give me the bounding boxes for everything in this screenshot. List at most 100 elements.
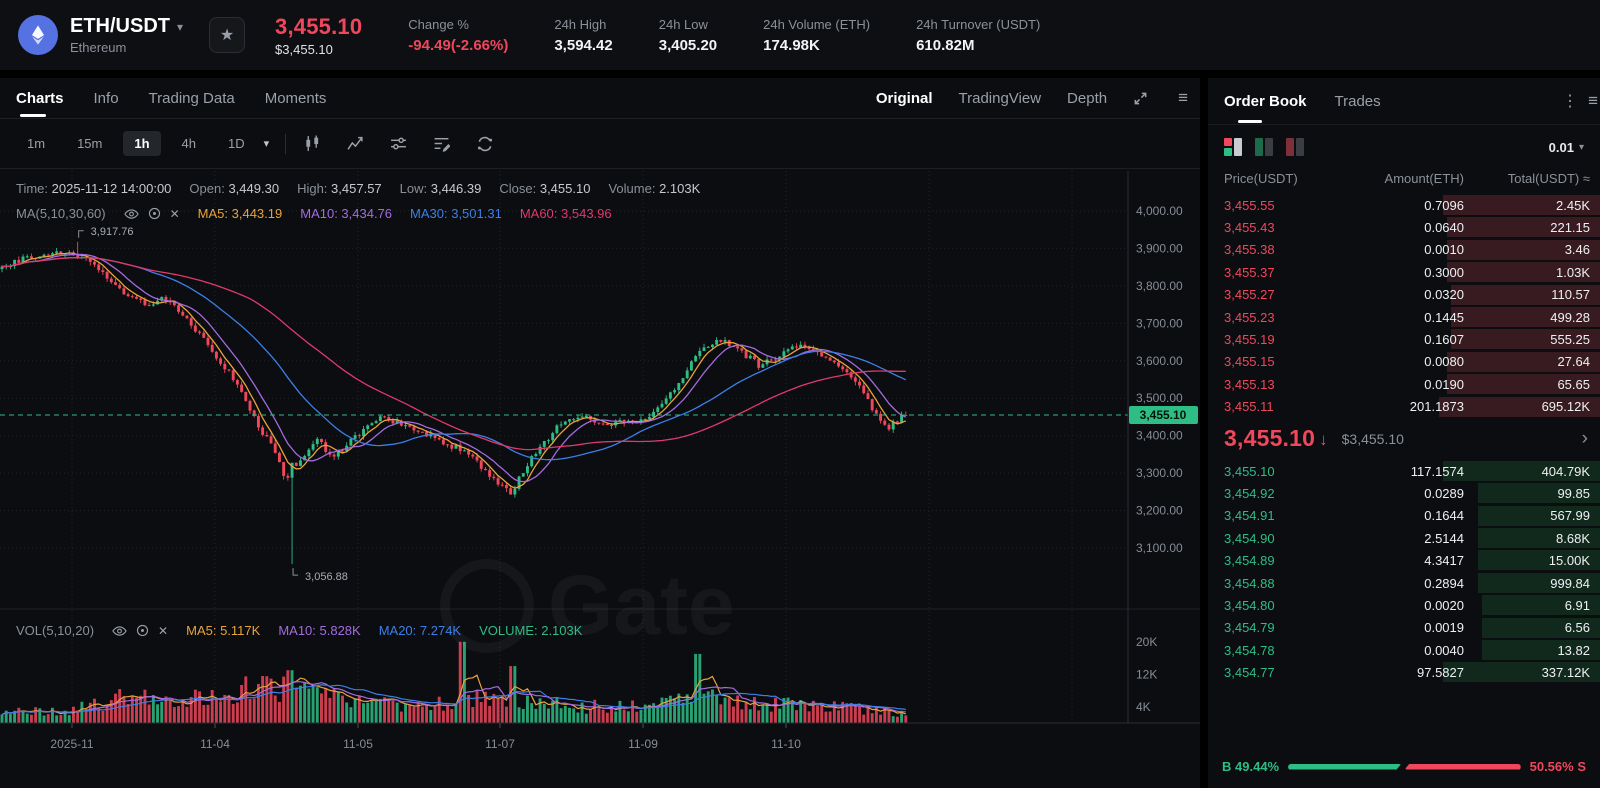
mid-price-row[interactable]: 3,455.10 ↓ $3,455.10 › xyxy=(1208,420,1600,458)
stat-24h-high: 24h High 3,594.42 xyxy=(554,17,612,54)
ob-price: 3,455.43 xyxy=(1224,220,1275,236)
ohlc-item: High: 3,457.57 xyxy=(297,181,382,196)
bid-row[interactable]: 3,454.77 97.5827 337.12K xyxy=(1208,661,1600,683)
pair-dropdown-icon[interactable]: ▾ xyxy=(177,19,184,34)
order-book-controls: 0.01 ▾ xyxy=(1208,125,1600,169)
ob-amount: 117.1574 xyxy=(1410,463,1464,479)
depth-bar xyxy=(1482,595,1600,616)
timeframe-1m[interactable]: 1m xyxy=(27,136,46,151)
tab-moments[interactable]: Moments xyxy=(264,89,327,107)
ob-amount: 0.0289 xyxy=(1424,485,1464,501)
view-tab-depth[interactable]: Depth xyxy=(1067,89,1108,107)
bid-row[interactable]: 3,454.90 2.5144 8.68K xyxy=(1208,527,1600,549)
indicators-edit-icon[interactable] xyxy=(433,135,451,152)
ob-amount: 0.2894 xyxy=(1424,575,1464,591)
depth-bar xyxy=(1478,572,1600,593)
stat-value: 3,594.42 xyxy=(554,36,613,54)
close-indicator-icon[interactable]: ✕ xyxy=(158,623,169,638)
svg-text:3,600.00: 3,600.00 xyxy=(1136,354,1183,368)
timeframe-4h[interactable]: 4h xyxy=(181,136,196,151)
ask-row[interactable]: 3,455.23 0.1445 499.28 xyxy=(1208,306,1600,328)
buy-ratio-label: B 49.44% xyxy=(1222,759,1280,774)
ask-row[interactable]: 3,455.43 0.0640 221.15 xyxy=(1208,216,1600,238)
chart-panel-menu-icon[interactable]: ≡ xyxy=(1178,88,1188,107)
ask-row[interactable]: 3,455.15 0.0080 27.64 xyxy=(1208,351,1600,373)
ratio-bar xyxy=(1288,763,1521,770)
depth-bar xyxy=(1447,239,1600,260)
settings-sliders-icon[interactable] xyxy=(390,135,407,152)
bid-row[interactable]: 3,454.78 0.0040 13.82 xyxy=(1208,639,1600,661)
col-total: Total(USDT) ≈ xyxy=(1507,171,1590,186)
depth-bar xyxy=(1443,662,1600,683)
ob-price: 3,454.77 xyxy=(1224,665,1275,681)
price-chart[interactable]: 4,000.00 3,900.00 3,800.00 3,700.00 3,600.00… xyxy=(0,171,1200,788)
svg-text:11-07: 11-07 xyxy=(485,737,515,751)
bid-row[interactable]: 3,454.89 4.3417 15.00K xyxy=(1208,549,1600,571)
order-book-menu-icon[interactable]: ⋮ xyxy=(1562,93,1579,110)
bid-row[interactable]: 3,455.10 117.1574 404.79K xyxy=(1208,460,1600,482)
bid-row[interactable]: 3,454.79 0.0019 6.56 xyxy=(1208,617,1600,639)
last-price-usd: $3,455.10 xyxy=(275,41,333,57)
timeframe-15m[interactable]: 15m xyxy=(77,136,103,151)
eye-icon[interactable] xyxy=(112,625,127,637)
view-tab-tradingview[interactable]: TradingView xyxy=(958,89,1042,107)
ohlc-item: Close: 3,455.10 xyxy=(499,181,591,196)
pair-selector[interactable]: ETH/USDT ▾ Ethereum xyxy=(18,15,183,55)
ohlc-item: Volume: 2.103K xyxy=(608,181,701,196)
ask-row[interactable]: 3,455.37 0.3000 1.03K xyxy=(1208,261,1600,283)
tab-charts[interactable]: Charts xyxy=(16,80,64,117)
ask-row[interactable]: 3,455.27 0.0320 110.57 xyxy=(1208,284,1600,306)
ask-row[interactable]: 3,455.11 201.1873 695.12K xyxy=(1208,396,1600,418)
ob-total: 6.56 xyxy=(1564,620,1590,636)
order-book-tabs: Order Book Trades ⋮ ≡ xyxy=(1208,78,1600,125)
close-indicator-icon[interactable]: ✕ xyxy=(169,206,180,221)
book-mode-asks-icon[interactable] xyxy=(1286,138,1304,156)
ma-readout: MA(5,10,30,60) ✕ MA5: 3,443.19 MA10: 3,434.… xyxy=(16,206,612,221)
settings-target-icon[interactable] xyxy=(148,207,161,220)
ask-row[interactable]: 3,455.38 0.0010 3.46 xyxy=(1208,239,1600,261)
ob-total: 999.84 xyxy=(1550,575,1590,591)
stat-label: 24h Volume (ETH) xyxy=(763,16,871,32)
timeframe-1h[interactable]: 1h xyxy=(123,131,161,156)
ob-price: 3,455.15 xyxy=(1224,354,1275,370)
compare-loop-icon[interactable] xyxy=(476,135,494,153)
order-book-tab-order-book[interactable]: Order Book xyxy=(1224,80,1307,123)
tab-trading-data[interactable]: Trading Data xyxy=(148,89,235,107)
book-mode-both-icon[interactable] xyxy=(1224,138,1242,156)
settings-target-icon[interactable] xyxy=(136,624,149,637)
ob-total: 2.45K xyxy=(1556,197,1590,213)
tab-info[interactable]: Info xyxy=(93,89,119,107)
bid-row[interactable]: 3,454.80 0.0020 6.91 xyxy=(1208,594,1600,616)
order-book-column-headers: Price(USDT) Amount(ETH) Total(USDT) ≈ xyxy=(1208,169,1600,194)
ob-total: 8.68K xyxy=(1556,530,1590,546)
candlestick-style-icon[interactable] xyxy=(304,135,321,152)
ask-row[interactable]: 3,455.19 0.1607 555.25 xyxy=(1208,328,1600,350)
panel-layout-menu-icon[interactable]: ≡ xyxy=(1588,91,1598,110)
fullscreen-icon[interactable] xyxy=(1133,91,1148,106)
line-chart-style-icon[interactable] xyxy=(347,135,364,152)
ask-row[interactable]: 3,455.13 0.0190 65.65 xyxy=(1208,373,1600,395)
ob-price: 3,455.10 xyxy=(1224,463,1275,479)
order-book-panel: Order Book Trades ⋮ ≡ 0.01 ▾ Price(US xyxy=(1208,78,1600,788)
ob-total: 695.12K xyxy=(1541,399,1590,415)
bid-row[interactable]: 3,454.92 0.0289 99.85 xyxy=(1208,482,1600,504)
favorite-button[interactable]: ★ xyxy=(209,17,246,53)
eye-icon[interactable] xyxy=(123,208,139,220)
order-book-tab-trades[interactable]: Trades xyxy=(1334,92,1381,110)
ob-total: 15.00K xyxy=(1548,553,1590,569)
ob-total: 13.82 xyxy=(1557,642,1590,658)
ob-price: 3,455.27 xyxy=(1224,287,1275,303)
timeframe-1D[interactable]: 1D xyxy=(228,136,245,151)
book-mode-bids-icon[interactable] xyxy=(1255,138,1273,156)
timeframe-dropdown-icon[interactable]: ▾ xyxy=(263,138,270,150)
eth-logo-icon xyxy=(18,15,58,55)
svg-text:3,455.10: 3,455.10 xyxy=(1140,408,1187,422)
tick-size-select[interactable]: 0.01 ▾ xyxy=(1549,140,1584,155)
bid-row[interactable]: 3,454.88 0.2894 999.84 xyxy=(1208,572,1600,594)
ask-row[interactable]: 3,455.55 0.7096 2.45K xyxy=(1208,194,1600,216)
ob-price: 3,455.38 xyxy=(1224,242,1275,258)
expand-mid-chevron-icon[interactable]: › xyxy=(1581,427,1588,449)
ob-amount: 0.0080 xyxy=(1424,354,1464,370)
bid-row[interactable]: 3,454.91 0.1644 567.99 xyxy=(1208,505,1600,527)
view-tab-original[interactable]: Original xyxy=(875,89,933,107)
